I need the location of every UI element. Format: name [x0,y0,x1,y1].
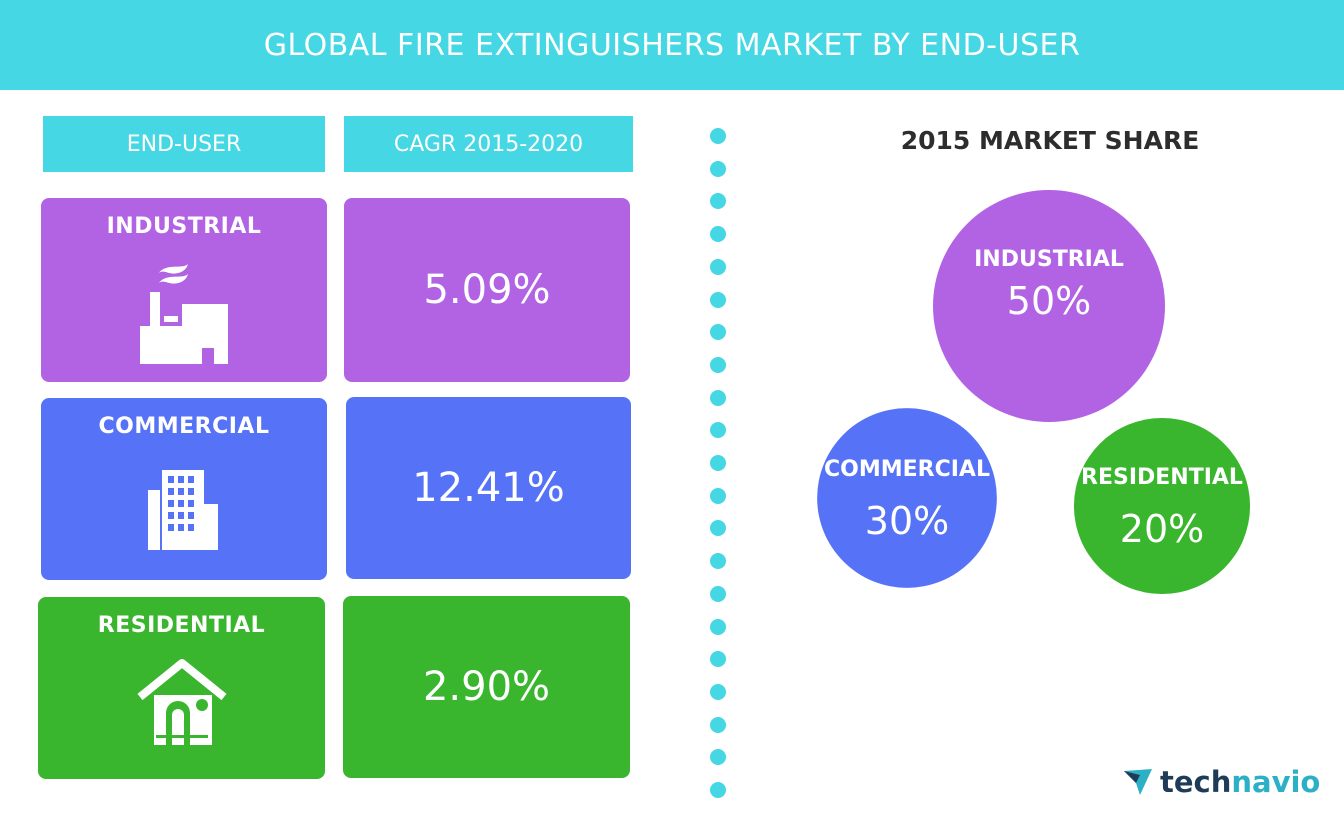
divider-dot [710,618,726,635]
industrial-label: INDUSTRIAL [106,214,262,239]
cagr-header: CAGR 2015-2020 [344,116,633,172]
bubble-value-industrial: 50% [1007,279,1091,323]
commercial-label: COMMERCIAL [98,414,270,439]
divider-dot [710,193,726,210]
bubble-value-commercial: 30% [865,499,949,543]
divider-dot [710,356,726,373]
house-icon [136,657,228,752]
divider-dot [710,749,726,766]
divider-dot [710,585,726,602]
bubble-commercial [817,408,997,588]
bubble-label-industrial: INDUSTRIAL [974,247,1124,272]
bubble-label-commercial: COMMERCIAL [824,457,990,482]
divider-dot [710,258,726,275]
divider-dot [710,422,726,439]
divider-dot [710,128,726,144]
end-user-header: END-USER [43,116,325,172]
residential-cagr-value: 2.90% [343,596,630,778]
page-title: GLOBAL FIRE EXTINGUISHERS MARKET BY END-… [0,0,1344,90]
divider-dot [710,782,726,798]
industrial-cagr-value: 5.09% [344,198,630,382]
divider-dot [710,226,726,243]
residential-label-cell: RESIDENTIAL [38,597,325,779]
bubble-residential [1073,417,1251,595]
office-building-icon [144,464,224,555]
bubble-label-residential: RESIDENTIAL [1081,465,1243,490]
bubble-industrial [933,190,1165,422]
divider-dot [710,455,726,471]
divider-dot [710,324,726,341]
divider-dot [710,487,726,504]
logo-text-tech: tech [1160,765,1232,799]
technavio-logo-icon [1124,769,1152,795]
factory-icon [136,256,232,371]
market-share-chart: INDUSTRIAL 50% COMMERCIAL 30% RESIDENTIAL 20% [817,190,1251,595]
divider-dot [710,651,726,668]
divider-dot [710,291,726,308]
commercial-cagr-value: 12.41% [346,397,631,579]
logo-text-navio: navio [1231,765,1321,799]
residential-label: RESIDENTIAL [97,613,266,638]
divider-dot [710,716,726,733]
divider-dot [710,389,726,406]
divider-dot [710,683,726,700]
divider-dot [710,553,726,570]
bubble-value-residential: 20% [1120,507,1204,551]
technavio-logo: tech navio [1122,760,1320,804]
commercial-label-cell: COMMERCIAL [41,398,327,580]
divider-dot [710,160,726,177]
divider-dot [710,520,726,537]
chart-title: 2015 MARKET SHARE [900,126,1200,155]
industrial-label-cell: INDUSTRIAL [41,198,327,382]
